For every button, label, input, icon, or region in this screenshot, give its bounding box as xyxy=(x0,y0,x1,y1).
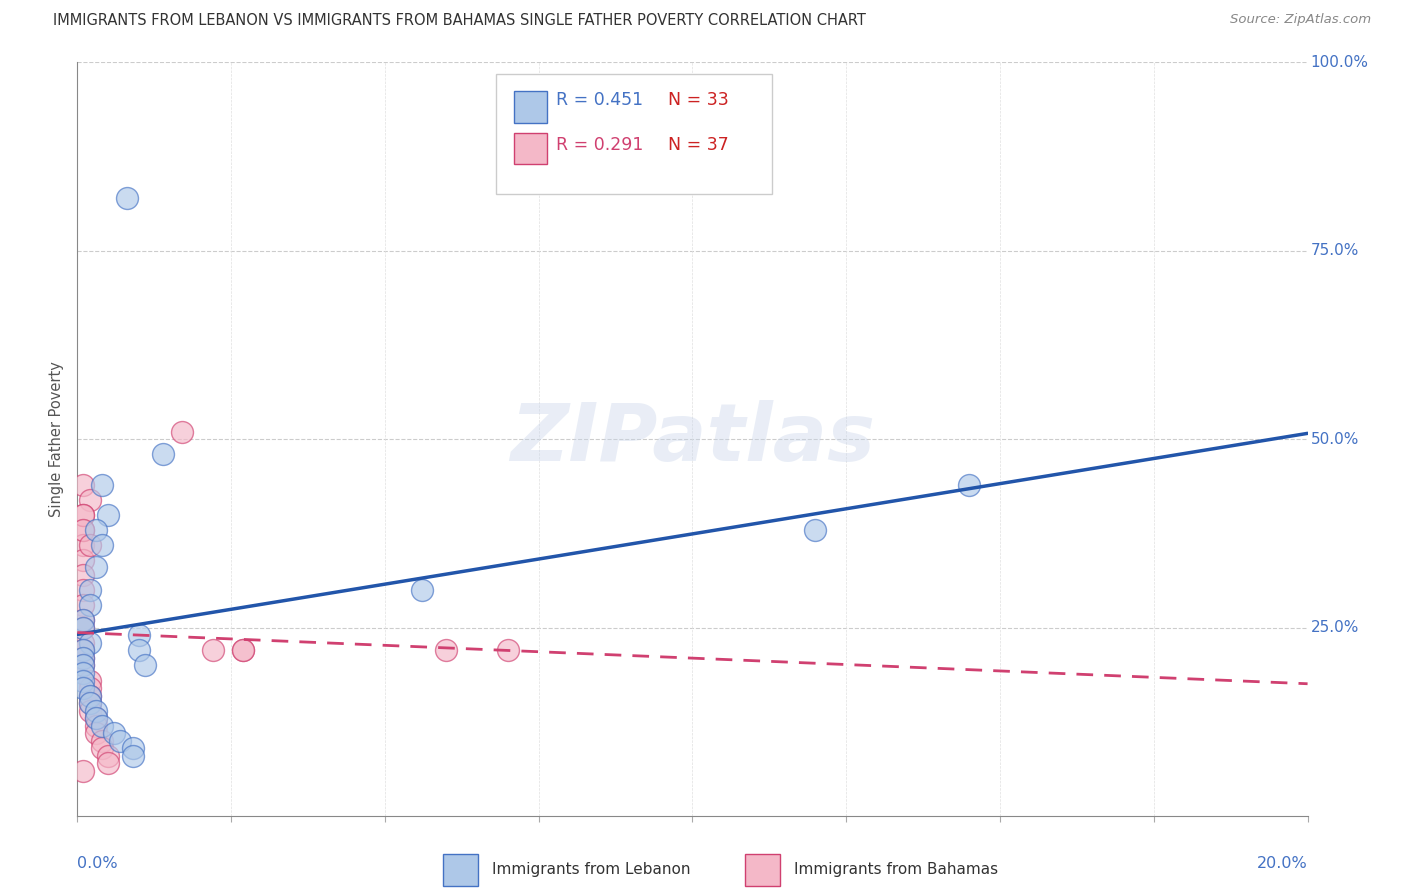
Point xyxy=(79,492,101,507)
Point xyxy=(72,477,94,491)
Point xyxy=(90,719,114,733)
Point xyxy=(79,689,101,703)
Point xyxy=(79,704,101,718)
Point xyxy=(79,583,101,598)
Point xyxy=(72,651,94,665)
Text: N = 33: N = 33 xyxy=(668,91,728,109)
Bar xyxy=(515,91,547,123)
Point xyxy=(72,508,94,522)
Text: R = 0.291: R = 0.291 xyxy=(555,136,644,154)
Text: Source: ZipAtlas.com: Source: ZipAtlas.com xyxy=(1230,13,1371,27)
Point xyxy=(103,726,125,740)
Point xyxy=(90,538,114,552)
Point xyxy=(121,741,143,756)
Point xyxy=(79,636,101,650)
Point xyxy=(804,523,827,537)
Text: 50.0%: 50.0% xyxy=(1310,432,1358,447)
Point xyxy=(84,726,107,740)
Text: ZIPatlas: ZIPatlas xyxy=(510,401,875,478)
Point xyxy=(79,538,101,552)
Text: Immigrants from Bahamas: Immigrants from Bahamas xyxy=(794,863,998,877)
Point xyxy=(72,643,94,657)
Point xyxy=(232,643,254,657)
Point xyxy=(72,583,94,598)
Point xyxy=(84,711,107,725)
Point xyxy=(72,673,94,688)
Point xyxy=(90,477,114,491)
Point xyxy=(72,613,94,627)
Point xyxy=(84,523,107,537)
FancyBboxPatch shape xyxy=(496,74,772,194)
Point xyxy=(232,643,254,657)
Point xyxy=(72,568,94,582)
Point xyxy=(84,719,107,733)
Point xyxy=(110,733,132,747)
Point xyxy=(72,658,94,673)
Point xyxy=(72,665,94,680)
Text: 20.0%: 20.0% xyxy=(1257,856,1308,871)
Point xyxy=(72,681,94,695)
Bar xyxy=(515,133,547,164)
Point xyxy=(90,733,114,747)
Point xyxy=(72,764,94,778)
Point xyxy=(72,636,94,650)
Point xyxy=(957,477,980,491)
Point xyxy=(72,523,94,537)
Point xyxy=(84,711,107,725)
Point xyxy=(496,643,519,657)
Point xyxy=(72,658,94,673)
Point xyxy=(72,643,94,657)
Text: N = 37: N = 37 xyxy=(668,136,728,154)
Point xyxy=(128,643,150,657)
Text: 25.0%: 25.0% xyxy=(1310,620,1358,635)
Point xyxy=(170,425,193,439)
Point xyxy=(72,553,94,567)
Y-axis label: Single Father Poverty: Single Father Poverty xyxy=(49,361,65,517)
Point xyxy=(97,756,120,771)
Point xyxy=(72,538,94,552)
Text: 0.0%: 0.0% xyxy=(77,856,118,871)
Point xyxy=(79,681,101,695)
Point xyxy=(115,191,138,205)
Point xyxy=(72,621,94,635)
Point xyxy=(79,673,101,688)
Text: 75.0%: 75.0% xyxy=(1310,244,1358,259)
Point xyxy=(72,651,94,665)
Text: 100.0%: 100.0% xyxy=(1310,55,1368,70)
Point xyxy=(84,704,107,718)
Point xyxy=(72,508,94,522)
Point xyxy=(79,689,101,703)
Point xyxy=(134,658,156,673)
Point xyxy=(72,523,94,537)
Point xyxy=(90,741,114,756)
Text: Immigrants from Lebanon: Immigrants from Lebanon xyxy=(492,863,690,877)
Text: IMMIGRANTS FROM LEBANON VS IMMIGRANTS FROM BAHAMAS SINGLE FATHER POVERTY CORRELA: IMMIGRANTS FROM LEBANON VS IMMIGRANTS FR… xyxy=(53,13,866,29)
Point xyxy=(79,696,101,710)
Point xyxy=(72,621,94,635)
Point xyxy=(121,748,143,763)
Point xyxy=(152,447,174,461)
Point xyxy=(72,613,94,627)
Point xyxy=(201,643,224,657)
Point xyxy=(97,508,120,522)
Point xyxy=(84,560,107,574)
Point xyxy=(79,696,101,710)
Text: R = 0.451: R = 0.451 xyxy=(555,91,643,109)
Point xyxy=(436,643,458,657)
Point xyxy=(72,598,94,612)
Point xyxy=(128,628,150,642)
Point xyxy=(79,598,101,612)
Point xyxy=(97,748,120,763)
Point xyxy=(411,583,433,598)
